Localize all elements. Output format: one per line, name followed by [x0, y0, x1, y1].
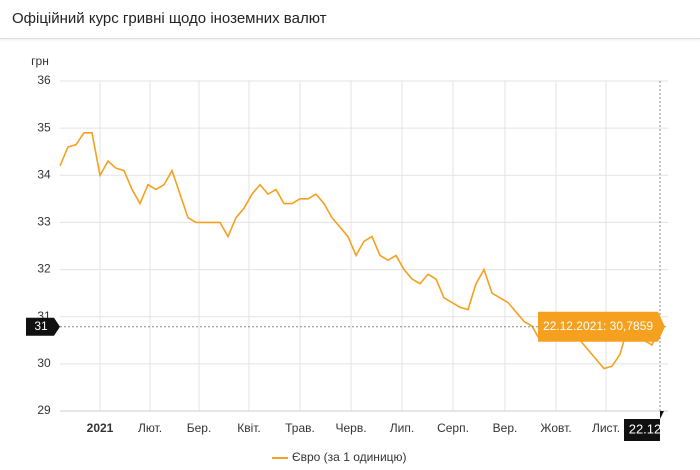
y-tick-label: 30 — [37, 356, 51, 370]
x-tick-label: Квіт. — [237, 421, 261, 435]
y-crosshair-box — [26, 317, 60, 336]
y-tick-label: 32 — [37, 262, 51, 276]
x-tick-label: Лист. — [592, 421, 620, 435]
tooltip-box — [538, 311, 665, 342]
x-tick-label: 2021 — [87, 421, 114, 435]
x-tick-label: Черв. — [335, 421, 366, 435]
x-crosshair-box — [624, 411, 664, 441]
legend-label: Євро (за 1 одиницю) — [292, 450, 407, 464]
x-tick-label: Жовт. — [540, 421, 571, 435]
y-axis-label: грн — [31, 54, 49, 68]
x-tick-label: Бер. — [187, 421, 212, 435]
y-tick-label: 34 — [37, 167, 51, 181]
x-tick-label: Лип. — [390, 421, 414, 435]
x-tick-label: Серп. — [437, 421, 469, 435]
header: Офіційний курс гривні щодо іноземних вал… — [0, 0, 700, 39]
x-tick-label: Лют. — [138, 421, 162, 435]
y-tick-label: 29 — [37, 403, 51, 417]
y-tick-label: 36 — [37, 73, 51, 87]
x-tick-label: Трав. — [285, 421, 315, 435]
point-marker — [657, 323, 663, 330]
x-tick-label: Вер. — [493, 421, 518, 435]
tooltip-text: 22.12.2021: 30,7859 — [543, 319, 653, 333]
chart-title: Офіційний курс гривні щодо іноземних вал… — [12, 10, 327, 27]
y-tick-label: 35 — [37, 120, 51, 134]
x-crosshair-label: 22.12 — [629, 421, 662, 436]
y-crosshair-label: 31 — [34, 319, 48, 333]
y-tick-label: 33 — [37, 215, 51, 229]
